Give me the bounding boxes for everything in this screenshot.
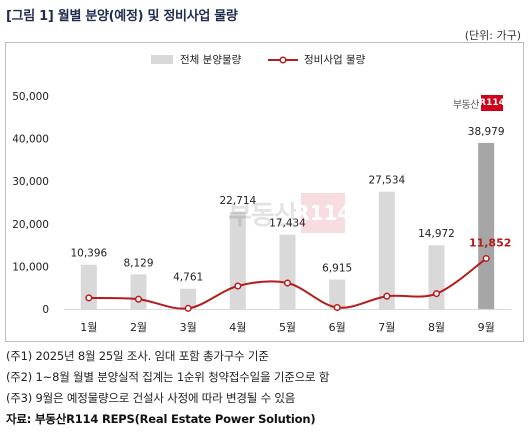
line-point-4 (234, 282, 242, 290)
bar-4 (229, 212, 246, 309)
bar-value-label: 14,972 (418, 228, 455, 240)
x-tick-label: 5월 (279, 321, 296, 334)
x-tick-label: 3월 (180, 321, 197, 334)
bar-value-label: 17,434 (269, 218, 306, 230)
legend-label-bars: 전체 분양물량 (180, 54, 242, 66)
bar-7 (378, 191, 395, 309)
footnote-3: (주3) 9월은 예정물량으로 건설사 사정에 따라 변경될 수 있음 (6, 391, 296, 405)
chart-area: 0 10,000 20,000 30,000 40,000 50,000 10,396 8,1… (5, 42, 524, 342)
line-point-5 (283, 279, 292, 287)
bar-value-label: 22,714 (219, 195, 256, 207)
footnote-1: (주1) 2025년 8월 25일 조사. 임대 포함 총가구수 기준 (6, 349, 269, 363)
x-tick-label: 2월 (130, 321, 147, 334)
unit-label: (단위: 가구) (464, 29, 521, 42)
bar-value-label: 10,396 (70, 248, 107, 260)
line-point-2 (134, 295, 143, 303)
line-point-9 (482, 254, 490, 263)
x-tick-label: 1월 (80, 321, 97, 334)
y-tick-label: 10,000 (12, 261, 49, 273)
x-tick-label: 6월 (329, 321, 346, 334)
line-point-6 (333, 303, 341, 312)
logo-text: 부동산 (452, 99, 480, 111)
legend-bar-swatch (151, 55, 173, 64)
line-point-8 (432, 290, 441, 298)
bar-value-label: 4,761 (173, 272, 203, 284)
legend-label-line: 정비사업 물량 (304, 53, 366, 66)
y-tick-label: 50,000 (12, 91, 49, 103)
bar-value-label: 8,129 (123, 257, 153, 269)
x-tick-label: 4월 (229, 321, 246, 334)
bar-value-label: 6,915 (322, 263, 352, 275)
bar-2 (130, 274, 147, 309)
bar-3 (180, 288, 197, 309)
legend-line-marker (279, 56, 287, 64)
footnote-2: (주2) 1~8월 월별 분양실적 집계는 1순위 청약접수일을 기준으로 함 (6, 370, 330, 384)
y-tick-label: 40,000 (12, 134, 49, 146)
source-line: 자료: 부동산R114 REPS(Real Estate Power Solut… (6, 412, 316, 426)
logo-box: R114 (479, 95, 505, 111)
r114-logo: 부동산 R114 (452, 95, 505, 111)
bar-6 (329, 279, 346, 309)
bar-1 (80, 264, 97, 309)
bar-value-label: 38,979 (468, 126, 505, 138)
y-tick-label: 20,000 (12, 219, 49, 231)
line-point-7 (383, 292, 391, 300)
line-value-label: 11,852 (469, 237, 511, 250)
x-tick-label: 8월 (428, 321, 445, 334)
bar-5 (279, 234, 296, 309)
footnotes: (주1) 2025년 8월 25일 조사. 임대 포함 총가구수 기준 (주2)… (6, 346, 524, 430)
line-point-1 (85, 294, 93, 302)
bar-line-chart: 0 10,000 20,000 30,000 40,000 50,000 10,396 8,1… (12, 53, 511, 334)
x-tick-label: 7월 (378, 321, 395, 334)
y-tick-label: 0 (42, 304, 49, 316)
line-point-3 (184, 304, 192, 312)
chart-title: [그림 1] 월별 분양(예정) 및 정비사업 물량 (6, 9, 238, 24)
bar-9 (478, 142, 495, 309)
bar-value-label: 27,534 (368, 175, 405, 187)
y-tick-label: 30,000 (12, 176, 49, 188)
bar-8 (428, 245, 445, 309)
x-tick-label: 9월 (478, 321, 495, 334)
